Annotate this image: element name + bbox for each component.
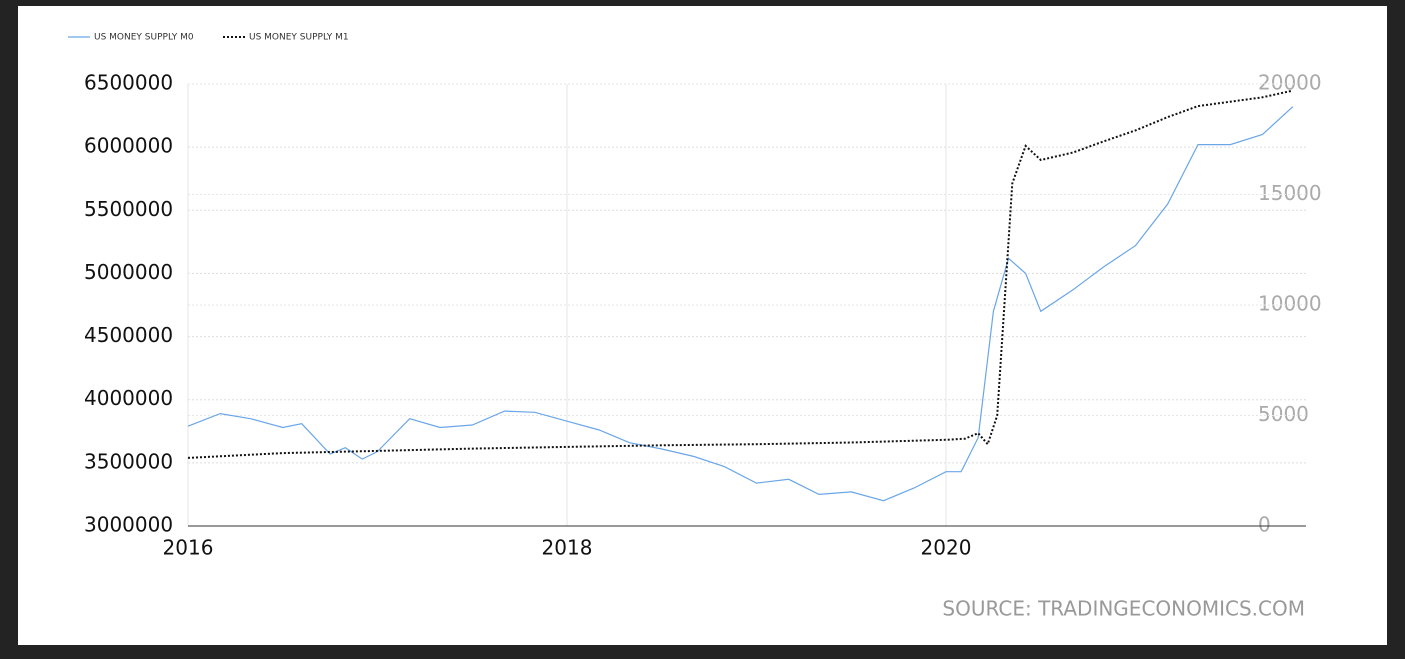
y-tick-label: 5500000	[84, 197, 173, 221]
y-tick-label: 5000000	[84, 260, 173, 284]
y-tick-label: 3000000	[84, 513, 173, 537]
y2-tick-label: 5000	[1258, 402, 1309, 426]
series-line	[187, 106, 1294, 502]
y2-tick-label: 0	[1258, 513, 1271, 537]
legend-label: US MONEY SUPPLY M1	[249, 33, 349, 43]
y2-tick-label: 15000	[1258, 181, 1322, 205]
source: SOURCE: TRADINGECONOMICS.COM	[942, 597, 1305, 621]
y2-tick-label: 10000	[1258, 292, 1322, 316]
x-tick-label: 2020	[921, 536, 972, 560]
x-tick-label: 2016	[163, 536, 214, 560]
y-tick-label: 3500000	[84, 449, 173, 473]
y-tick-label: 4000000	[84, 386, 173, 410]
y-tick-label: 4500000	[84, 323, 173, 347]
series-line	[187, 89, 1294, 459]
legend-label: US MONEY SUPPLY M0	[94, 33, 194, 43]
chart: SOURCE: TRADINGECONOMICS.COM 3000000 3500…	[18, 6, 1387, 645]
y-tick-label: 6000000	[84, 134, 173, 158]
x-tick-label: 2018	[542, 536, 593, 560]
y-tick-label: 6500000	[84, 71, 173, 95]
